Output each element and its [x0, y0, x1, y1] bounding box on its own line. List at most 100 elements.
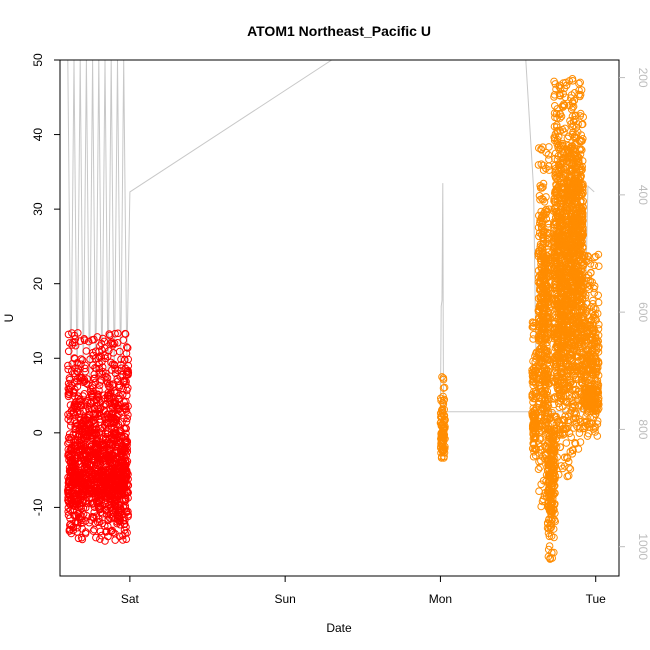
data-point — [114, 492, 123, 501]
data-point — [534, 161, 543, 169]
data-point — [120, 520, 128, 529]
data-point — [539, 209, 548, 218]
data-point — [92, 459, 100, 468]
data-point — [78, 425, 87, 433]
data-point — [123, 528, 131, 537]
data-point — [553, 140, 562, 148]
data-point — [111, 365, 119, 373]
data-point — [539, 228, 547, 237]
data-point — [552, 435, 561, 444]
data-point — [73, 359, 82, 367]
data-point — [545, 492, 554, 501]
data-point — [117, 473, 126, 482]
x-tick-label: Mon — [429, 592, 452, 606]
data-point — [121, 484, 129, 492]
data-point — [547, 503, 556, 512]
data-point — [542, 282, 551, 290]
data-point — [438, 447, 447, 456]
data-point — [543, 228, 552, 237]
data-point — [105, 390, 113, 399]
y-axis-left: -10 0 10 20 30 40 50 — [31, 53, 60, 516]
data-point — [76, 337, 85, 345]
data-point — [78, 376, 87, 385]
data-point — [75, 500, 83, 508]
data-point — [123, 343, 131, 351]
data-point — [550, 533, 558, 542]
data-point — [112, 402, 120, 410]
data-point — [78, 470, 87, 478]
data-point — [554, 241, 562, 249]
data-point — [106, 383, 114, 392]
data-point — [551, 393, 560, 401]
data-point — [559, 182, 568, 191]
data-point — [96, 477, 104, 486]
data-point — [101, 473, 109, 482]
data-point — [67, 406, 76, 415]
data-point — [90, 525, 98, 534]
data-point — [546, 495, 555, 504]
data-point — [544, 151, 553, 159]
data-point — [115, 383, 123, 392]
data-point — [545, 532, 554, 541]
data-point — [559, 290, 567, 299]
data-point — [124, 361, 133, 370]
data-point — [72, 495, 81, 503]
data-point — [96, 378, 104, 386]
data-point — [109, 349, 118, 357]
y2-tick-label: 1000 — [636, 533, 650, 560]
data-point — [557, 261, 566, 270]
data-point — [101, 522, 109, 530]
data-point — [551, 461, 560, 470]
data-point — [96, 484, 105, 493]
data-point — [550, 400, 558, 409]
y-tick-label: 50 — [31, 53, 45, 67]
data-point — [84, 410, 93, 419]
data-point — [124, 507, 132, 516]
data-point — [439, 443, 448, 452]
data-point — [108, 401, 117, 410]
data-point — [84, 380, 92, 389]
data-point — [553, 359, 561, 367]
data-point — [71, 355, 79, 363]
data-point — [115, 395, 123, 404]
data-point — [101, 468, 109, 477]
data-point — [541, 415, 549, 423]
data-point — [552, 323, 561, 332]
data-point — [554, 300, 563, 309]
data-point — [555, 325, 563, 334]
data-point — [544, 458, 553, 466]
data-point — [565, 429, 574, 438]
data-point — [550, 162, 559, 170]
y2-tick-label: 400 — [636, 185, 650, 205]
data-point — [98, 363, 107, 372]
data-point — [115, 532, 124, 541]
data-point — [88, 513, 96, 521]
data-point — [536, 435, 545, 444]
data-point — [544, 425, 553, 434]
data-point — [92, 430, 101, 438]
data-point — [548, 482, 557, 490]
data-point — [538, 220, 546, 229]
data-point — [82, 496, 90, 505]
data-point — [554, 426, 563, 434]
data-point — [541, 269, 549, 277]
data-point — [90, 370, 99, 379]
data-point — [96, 399, 105, 407]
data-point — [537, 224, 546, 233]
data-point — [556, 358, 565, 367]
data-point — [554, 270, 563, 279]
data-point — [528, 318, 537, 327]
data-point — [437, 396, 445, 405]
data-point — [108, 338, 116, 346]
data-point — [560, 430, 569, 438]
data-point — [534, 250, 543, 258]
data-point — [105, 330, 113, 338]
data-point — [550, 197, 559, 206]
data-point — [114, 464, 123, 472]
data-point — [594, 291, 603, 300]
data-point — [535, 192, 544, 200]
data-point — [546, 554, 554, 563]
data-point — [122, 407, 131, 415]
data-point — [549, 460, 558, 469]
data-point — [555, 430, 564, 438]
